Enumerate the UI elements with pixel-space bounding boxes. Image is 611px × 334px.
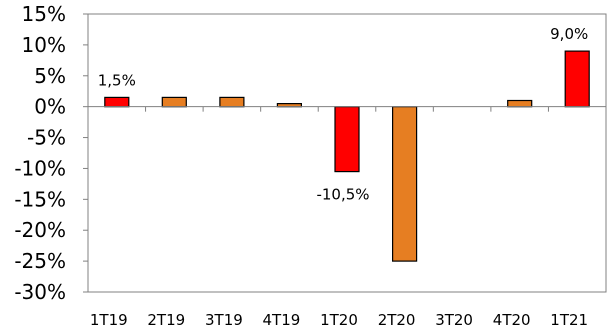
data-label-1t19: 1,5%: [98, 71, 136, 89]
y-tick-label: -10%: [14, 156, 66, 180]
bar-1t20: [334, 106, 360, 173]
x-tick-label: 4T20: [493, 311, 531, 329]
y-tick-label: 5%: [34, 64, 66, 88]
x-tick-label: 4T19: [263, 311, 301, 329]
y-tick-label: -15%: [14, 187, 66, 211]
bar-1t19: [104, 96, 130, 108]
y-axis: 15% 10% 5% 0% -5% -10% -15% -20% -25% -30%: [14, 2, 88, 304]
data-label-1t21: 9,0%: [550, 25, 588, 43]
y-tick-label: 0%: [34, 95, 66, 119]
y-tick-label: 10%: [22, 33, 66, 57]
data-label-1t20: -10,5%: [316, 186, 369, 204]
bars: [104, 50, 590, 262]
bar-3t19: [219, 96, 245, 108]
bar-1t21: [564, 50, 590, 108]
x-tick-label: 1T21: [550, 311, 588, 329]
y-tick-label: -20%: [14, 218, 66, 242]
x-tick-label: 3T19: [205, 311, 243, 329]
data-labels: 1,5% -10,5% 9,0%: [98, 25, 589, 203]
y-tick-label: -5%: [27, 126, 66, 150]
x-axis-ticks: [145, 106, 549, 112]
x-axis-labels: 1T19 2T19 3T19 4T19 1T20 2T20 3T20 4T20 1T21: [90, 311, 588, 329]
y-tick-label: -30%: [14, 280, 66, 304]
bar-2t20: [392, 106, 418, 262]
x-tick-label: 2T20: [378, 311, 416, 329]
y-tick-label: -25%: [14, 249, 66, 273]
x-tick-label: 1T20: [320, 311, 358, 329]
bar-4t20: [507, 99, 533, 108]
bar-2t19: [161, 96, 187, 108]
x-tick-label: 2T19: [147, 311, 185, 329]
y-tick-label: 15%: [22, 2, 66, 26]
x-tick-label: 3T20: [435, 311, 473, 329]
x-tick-label: 1T19: [90, 311, 128, 329]
